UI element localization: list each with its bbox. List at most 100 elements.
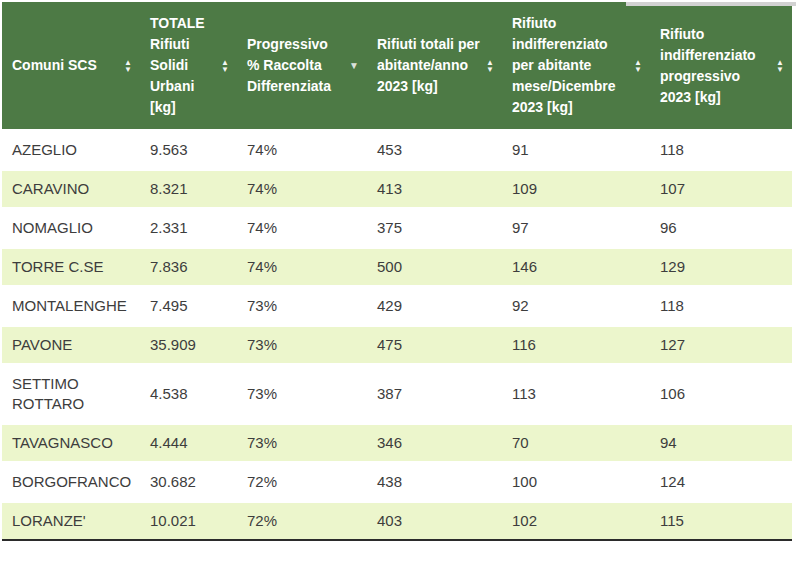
sort-updown-icon: ▲▼ <box>124 59 132 73</box>
table-row-caravino: CARAVINO8.32174%413109107 <box>2 170 792 209</box>
column-header-indiff_prog[interactable]: Rifiuto indifferenziato progressivo 2023… <box>650 2 792 131</box>
cell-rifiuti_tot: 387 <box>367 365 502 424</box>
table-row-montalenghe: MONTALENGHE7.49573%42992118 <box>2 287 792 326</box>
cell-rifiuti_tot: 413 <box>367 170 502 209</box>
cell-rifiuti_tot: 375 <box>367 209 502 248</box>
cell-progressivo: 74% <box>237 170 367 209</box>
cell-comune: PAVONE <box>2 326 140 365</box>
cell-indiff_prog: 107 <box>650 170 792 209</box>
cell-comune: NOMAGLIO <box>2 209 140 248</box>
cell-indiff_prog: 118 <box>650 287 792 326</box>
cell-totale: 30.682 <box>140 463 237 502</box>
column-header-rifiuti_tot[interactable]: Rifiuti totali per abitante/anno 2023 [k… <box>367 2 502 131</box>
cell-progressivo: 73% <box>237 424 367 463</box>
cell-progressivo: 73% <box>237 287 367 326</box>
column-header-inner: Progressivo % Raccolta Differenziata ▼ <box>247 34 359 97</box>
cell-totale: 7.836 <box>140 248 237 287</box>
table-body: AZEGLIO9.56374%45391118CARAVINO8.32174%4… <box>2 131 792 541</box>
cell-comune: MONTALENGHE <box>2 287 140 326</box>
cell-indiff_prog: 96 <box>650 209 792 248</box>
cell-comune: LORANZE' <box>2 502 140 541</box>
column-header-inner: TOTALE Rifiuti Solidi Urbani [kg] ▲▼ <box>150 13 229 118</box>
cell-totale: 2.331 <box>140 209 237 248</box>
column-header-inner: Rifiuto indifferenziato progressivo 2023… <box>660 24 784 108</box>
page: Comuni SCS▲▼TOTALE Rifiuti Solidi Urbani… <box>0 2 800 568</box>
table-row-borgofranco: BORGOFRANCO30.68272%438100124 <box>2 463 792 502</box>
column-header-totale[interactable]: TOTALE Rifiuti Solidi Urbani [kg] ▲▼ <box>140 2 237 131</box>
column-header-label: Progressivo % Raccolta Differenziata <box>247 34 344 97</box>
cell-rifiuti_tot: 453 <box>367 131 502 170</box>
cell-indiff_mese: 146 <box>502 248 650 287</box>
column-header-progressivo[interactable]: Progressivo % Raccolta Differenziata ▼ <box>237 2 367 131</box>
cell-comune: SETTIMO ROTTARO <box>2 365 140 424</box>
header-row: Comuni SCS▲▼TOTALE Rifiuti Solidi Urbani… <box>2 2 792 131</box>
column-header-label: Rifiuto indifferenziato per abitante mes… <box>512 13 629 118</box>
cell-progressivo: 72% <box>237 502 367 541</box>
cell-indiff_prog: 115 <box>650 502 792 541</box>
table-row-pavone: PAVONE35.90973%475116127 <box>2 326 792 365</box>
cell-indiff_mese: 70 <box>502 424 650 463</box>
sort-updown-icon: ▲▼ <box>486 59 494 73</box>
column-header-comune[interactable]: Comuni SCS ▲▼ <box>2 2 140 131</box>
sort-updown-icon: ▲▼ <box>634 59 642 73</box>
cell-comune: CARAVINO <box>2 170 140 209</box>
cell-progressivo: 74% <box>237 248 367 287</box>
column-header-inner: Rifiuti totali per abitante/anno 2023 [k… <box>377 34 494 97</box>
cell-totale: 9.563 <box>140 131 237 170</box>
cell-rifiuti_tot: 346 <box>367 424 502 463</box>
cell-comune: TAVAGNASCO <box>2 424 140 463</box>
waste-data-table: Comuni SCS▲▼TOTALE Rifiuti Solidi Urbani… <box>2 2 792 541</box>
cell-progressivo: 72% <box>237 463 367 502</box>
cell-progressivo: 73% <box>237 326 367 365</box>
cell-totale: 10.021 <box>140 502 237 541</box>
column-header-inner: Comuni SCS ▲▼ <box>12 55 132 76</box>
top-right-strip <box>626 2 796 6</box>
cell-rifiuti_tot: 429 <box>367 287 502 326</box>
cell-indiff_mese: 100 <box>502 463 650 502</box>
cell-indiff_mese: 102 <box>502 502 650 541</box>
cell-rifiuti_tot: 475 <box>367 326 502 365</box>
cell-totale: 4.444 <box>140 424 237 463</box>
cell-totale: 35.909 <box>140 326 237 365</box>
column-header-indiff_mese[interactable]: Rifiuto indifferenziato per abitante mes… <box>502 2 650 131</box>
sort-descending-icon: ▼ <box>349 61 359 71</box>
cell-indiff_prog: 129 <box>650 248 792 287</box>
column-header-label: TOTALE Rifiuti Solidi Urbani [kg] <box>150 13 216 118</box>
cell-comune: BORGOFRANCO <box>2 463 140 502</box>
table-row-torre-c-se: TORRE C.SE7.83674%500146129 <box>2 248 792 287</box>
cell-indiff_mese: 92 <box>502 287 650 326</box>
table-row-tavagnasco: TAVAGNASCO4.44473%3467094 <box>2 424 792 463</box>
cell-indiff_mese: 109 <box>502 170 650 209</box>
sort-updown-icon: ▲▼ <box>221 59 229 73</box>
column-header-label: Rifiuti totali per abitante/anno 2023 [k… <box>377 34 481 97</box>
cell-indiff_mese: 113 <box>502 365 650 424</box>
cell-progressivo: 74% <box>237 131 367 170</box>
sort-updown-icon: ▲▼ <box>776 59 784 73</box>
cell-rifiuti_tot: 500 <box>367 248 502 287</box>
table-row-loranze-: LORANZE'10.02172%403102115 <box>2 502 792 541</box>
cell-rifiuti_tot: 438 <box>367 463 502 502</box>
cell-totale: 8.321 <box>140 170 237 209</box>
cell-totale: 4.538 <box>140 365 237 424</box>
column-header-inner: Rifiuto indifferenziato per abitante mes… <box>512 13 642 118</box>
table-row-nomaglio: NOMAGLIO2.33174%3759796 <box>2 209 792 248</box>
cell-indiff_prog: 127 <box>650 326 792 365</box>
cell-indiff_prog: 106 <box>650 365 792 424</box>
cell-progressivo: 73% <box>237 365 367 424</box>
cell-totale: 7.495 <box>140 287 237 326</box>
column-header-label: Comuni SCS <box>12 55 119 76</box>
cell-comune: TORRE C.SE <box>2 248 140 287</box>
cell-indiff_prog: 124 <box>650 463 792 502</box>
table-header: Comuni SCS▲▼TOTALE Rifiuti Solidi Urbani… <box>2 2 792 131</box>
cell-indiff_mese: 91 <box>502 131 650 170</box>
column-header-label: Rifiuto indifferenziato progressivo 2023… <box>660 24 771 108</box>
table-row-settimo-rottaro: SETTIMO ROTTARO4.53873%387113106 <box>2 365 792 424</box>
cell-indiff_mese: 97 <box>502 209 650 248</box>
cell-comune: AZEGLIO <box>2 131 140 170</box>
cell-indiff_prog: 118 <box>650 131 792 170</box>
table-row-azeglio: AZEGLIO9.56374%45391118 <box>2 131 792 170</box>
cell-progressivo: 74% <box>237 209 367 248</box>
cell-indiff_prog: 94 <box>650 424 792 463</box>
cell-indiff_mese: 116 <box>502 326 650 365</box>
cell-rifiuti_tot: 403 <box>367 502 502 541</box>
